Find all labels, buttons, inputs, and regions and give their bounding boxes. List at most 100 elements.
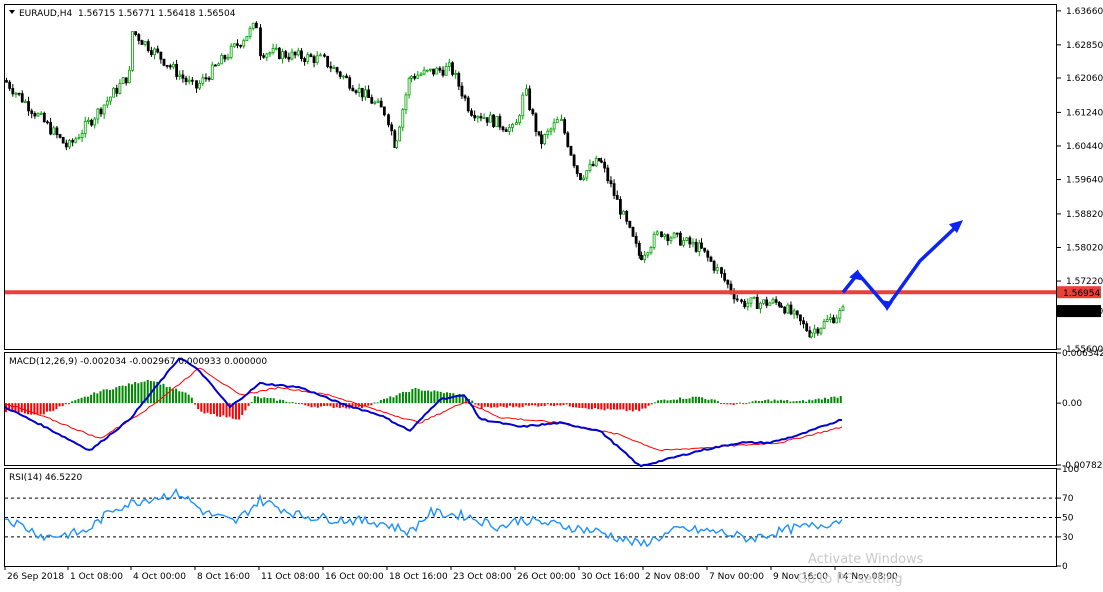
macd-histogram-bar: [64, 403, 67, 405]
macd-histogram-bar: [153, 381, 156, 404]
candle-body: [460, 85, 464, 97]
macd-histogram-bar: [253, 396, 256, 404]
candle-body: [245, 36, 249, 42]
macd-histogram-bar: [134, 381, 137, 404]
macd-histogram-bar: [335, 403, 338, 408]
candle-body: [281, 51, 284, 60]
time-tick-label: 18 Oct 16:00: [389, 572, 448, 582]
macd-histogram-bar: [39, 403, 42, 415]
macd-histogram-bar: [105, 389, 108, 404]
candle-body: [549, 128, 553, 132]
candle-body: [303, 58, 307, 62]
time-tick-label: 8 Oct 16:00: [197, 572, 250, 582]
macd-histogram-bar: [452, 393, 455, 404]
watermark-line1: Activate Windows: [808, 552, 924, 567]
price-tick-label: 1.58820: [1066, 210, 1103, 220]
candle-body: [351, 87, 355, 92]
macd-histogram-bar: [8, 403, 11, 411]
candle-body: [783, 306, 787, 314]
macd-histogram-bar: [773, 399, 776, 404]
macd-histogram-bar: [389, 396, 392, 404]
macd-histogram-bar: [764, 400, 767, 404]
macd-histogram-bar: [209, 403, 212, 415]
candle-body: [217, 63, 220, 66]
macd-histogram-bar: [710, 399, 713, 404]
macd-histogram-bar: [679, 397, 682, 404]
candle-body: [463, 95, 467, 99]
candle-body: [134, 31, 138, 35]
macd-histogram-bar: [738, 402, 741, 404]
candle-body: [663, 234, 667, 237]
candle-body: [444, 66, 448, 76]
macd-histogram-bar: [521, 403, 524, 407]
forecast-arrowhead: [949, 220, 963, 234]
candle-body: [799, 314, 802, 322]
macd-histogram-bar: [71, 401, 74, 404]
symbol-menu-icon[interactable]: [9, 10, 15, 14]
macd-histogram-bar: [165, 387, 168, 404]
macd-histogram-bar: [156, 381, 159, 404]
macd-histogram-bar: [597, 403, 600, 410]
macd-histogram-bar: [392, 397, 395, 404]
macd-histogram-bar: [90, 394, 93, 404]
candle-body: [563, 119, 567, 134]
time-tick-label: 2 Nov 08:00: [645, 572, 700, 582]
macd-histogram-bar: [370, 403, 373, 406]
candle-body: [838, 310, 842, 319]
candle-body: [555, 119, 559, 124]
macd-histogram-bar: [559, 403, 562, 406]
time-axis: 26 Sep 2018 1 Oct 08:00 4 Oct 00:00 8 Oct 1…: [4, 566, 898, 582]
macd-histogram-bar: [417, 388, 420, 404]
candle-body: [819, 327, 823, 334]
candle-body: [591, 163, 595, 167]
macd-histogram-bar: [578, 403, 581, 408]
candle-body: [274, 47, 278, 50]
price-pane: [4, 4, 1057, 350]
candle-body: [752, 296, 756, 299]
candle-body: [236, 43, 239, 46]
candle-body: [666, 234, 670, 242]
macd-histogram-bar: [408, 392, 411, 404]
macd-histogram-bar: [427, 390, 430, 404]
macd-histogram-bar: [666, 400, 669, 404]
macd-histogram-bar: [572, 403, 574, 408]
candle-body: [482, 117, 486, 120]
macd-histogram-bar: [313, 403, 316, 407]
macd-histogram-bar: [275, 400, 278, 404]
rsi-indicator: 100 70 50 30 0: [4, 465, 1079, 572]
candle-body: [348, 77, 352, 89]
macd-histogram-bar: [42, 403, 45, 415]
macd-histogram-bar: [824, 397, 826, 404]
candle-body: [17, 92, 21, 95]
macd-histogram-bar: [108, 389, 111, 404]
macd-histogram-bar: [549, 403, 552, 406]
candle-body: [239, 44, 243, 47]
candle-body: [822, 321, 826, 329]
candle-body: [373, 101, 377, 104]
support-level[interactable]: 1.56954 1.56504: [5, 286, 1101, 318]
candle-body: [488, 114, 492, 123]
macd-histogram-bar: [698, 396, 700, 404]
candle-body: [416, 74, 420, 79]
candle-body: [5, 80, 8, 83]
macd-histogram-bar: [805, 401, 808, 404]
macd-histogram-bar: [515, 403, 518, 407]
macd-histogram-bar: [197, 403, 200, 410]
macd-histogram-bar: [433, 390, 436, 404]
candle-body: [181, 74, 185, 79]
macd-histogram-bar: [720, 403, 723, 405]
candle-body: [213, 64, 217, 67]
candle-body: [210, 64, 214, 80]
macd-histogram-bar: [594, 403, 597, 409]
macd-histogram-bar: [669, 400, 672, 404]
price-tick-label: 1.61240: [1066, 108, 1103, 118]
watermark-line2: Go to PC setting: [797, 572, 902, 587]
macd-histogram-bar: [36, 403, 39, 414]
candle-body: [112, 87, 115, 98]
candle-body: [168, 65, 172, 68]
candle-body: [771, 299, 775, 304]
candle-body: [777, 301, 781, 307]
macd-histogram-bar: [269, 397, 272, 404]
